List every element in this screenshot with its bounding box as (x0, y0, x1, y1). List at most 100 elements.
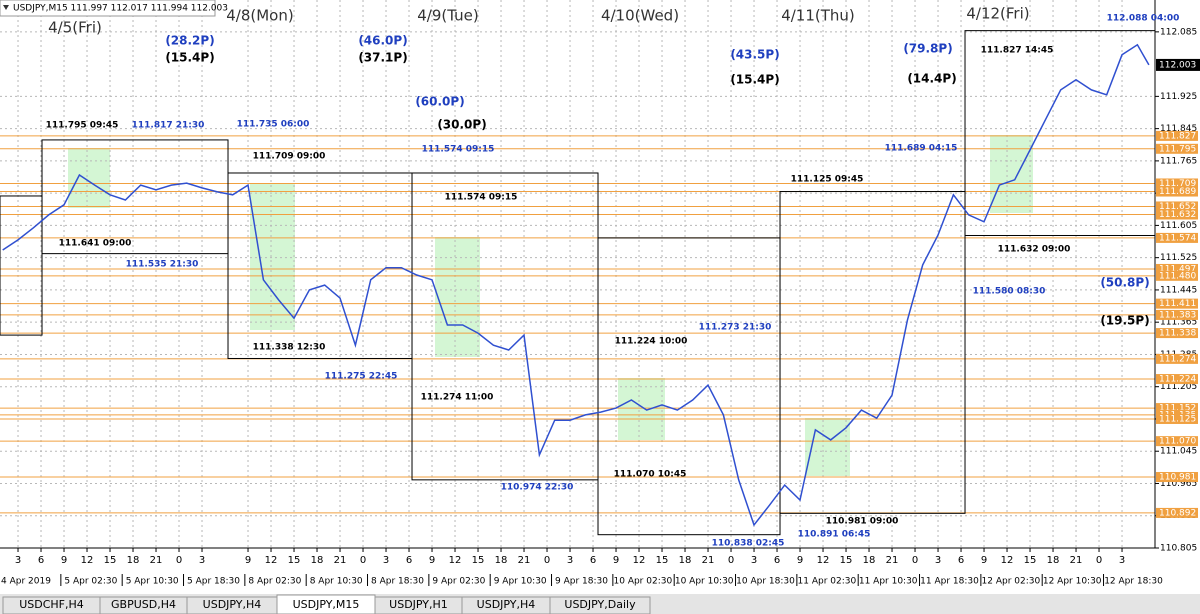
annotation: 112.088 04:00 (1107, 14, 1180, 24)
level-label: 111.125 (1159, 414, 1196, 424)
day-range-box (0, 195, 43, 336)
level-label: 111.497 (1159, 264, 1196, 274)
x-tick-label: 0 (1096, 555, 1102, 566)
level-label-box (1156, 436, 1198, 447)
x-tick-label: 3 (199, 555, 205, 566)
session-box (618, 378, 665, 440)
date-tick-label: 9 Apr 02:30 (432, 577, 485, 587)
y-tick-label: 111.205 (1160, 382, 1197, 392)
x-tick-label: 12 (633, 555, 646, 566)
annotation: 111.827 14:45 (981, 46, 1054, 56)
annotation: 111.070 10:45 (614, 470, 687, 480)
x-tick-label: 12 (449, 555, 462, 566)
x-tick-label: 12 (1001, 555, 1014, 566)
tab-label[interactable]: USDJPY,M15 (293, 598, 360, 611)
x-tick-label: 15 (840, 555, 853, 566)
level-label-box (1156, 201, 1198, 212)
x-tick-label: 3 (383, 555, 389, 566)
annotation: 111.641 09:00 (59, 239, 132, 249)
tab-label[interactable]: USDJPY,H1 (389, 598, 448, 611)
annotation: 111.535 21:30 (126, 260, 199, 270)
title-box: USDJPY,M15 111.997 112.017 111.994 112.0… (0, 0, 228, 17)
title-frame (0, 0, 216, 17)
annotation: 111.689 04:15 (885, 144, 958, 154)
date-tick-label: 11 Apr 18:30 (920, 577, 979, 587)
annotation: 111.795 09:45 (46, 121, 119, 131)
x-tick-label: 21 (1070, 555, 1083, 566)
tab-label[interactable]: USDJPY,H4 (477, 598, 536, 611)
tab-label[interactable]: USDJPY,H4 (203, 598, 262, 611)
level-label-box (1156, 353, 1198, 364)
annotation: (37.1P) (358, 51, 407, 65)
date-tick-label: 10 Apr 02:30 (614, 577, 673, 587)
day-range-box (779, 191, 966, 514)
y-tick-label: 111.605 (1160, 221, 1197, 231)
annotation: (15.4P) (165, 51, 214, 65)
date-tick-label: 10 Apr 10:30 (675, 577, 734, 587)
annotation: (28.2P) (165, 34, 214, 48)
x-tick-label: 18 (127, 555, 140, 566)
level-label: 111.480 (1159, 271, 1196, 281)
annotation: (79.8P) (903, 42, 952, 56)
level-label-box (1156, 186, 1198, 197)
level-label-box (1156, 403, 1198, 414)
y-tick-label: 111.845 (1160, 124, 1197, 134)
session-box (68, 148, 110, 208)
date-tick-label: 9 Apr 10:30 (494, 577, 547, 587)
x-tick-label: 3 (15, 555, 21, 566)
session-box (250, 183, 295, 330)
x-tick-label: 0 (360, 555, 366, 566)
annotation: 4/12(Fri) (966, 5, 1029, 23)
date-tick-label: 8 Apr 18:30 (371, 577, 424, 587)
level-label-box (1156, 143, 1198, 154)
x-tick-label: 18 (863, 555, 876, 566)
tab-label[interactable]: USDCHF,H4 (19, 598, 84, 611)
x-tick-label: 6 (38, 555, 44, 566)
session-highlights (68, 135, 1033, 476)
level-label: 111.411 (1159, 299, 1196, 309)
annotation: 111.338 12:30 (253, 343, 326, 353)
level-label: 111.632 (1159, 210, 1196, 220)
level-label: 111.709 (1159, 179, 1196, 189)
tab-label[interactable]: USDJPY,Daily (564, 598, 636, 611)
x-tick-label: 9 (245, 555, 251, 566)
annotation: 4/5(Fri) (48, 19, 102, 37)
x-tick-label: 9 (981, 555, 987, 566)
x-tick-label: 21 (886, 555, 899, 566)
tab[interactable] (549, 596, 651, 614)
session-box (990, 135, 1033, 213)
date-tick-label: 12 Apr 10:30 (1043, 577, 1102, 587)
x-tick-label: 12 (817, 555, 830, 566)
x-tick-label: 21 (518, 555, 531, 566)
level-label-box (1156, 270, 1198, 281)
date-tick-label: 5 Apr 18:30 (187, 577, 240, 587)
x-tick-label: 6 (958, 555, 964, 566)
annotation: (19.5P) (1100, 314, 1149, 328)
x-tick-label: 0 (912, 555, 918, 566)
x-tick-label: 15 (104, 555, 117, 566)
x-tick-label: 0 (728, 555, 734, 566)
x-tick-label: 0 (544, 555, 550, 566)
annotation: 110.981 09:00 (826, 517, 899, 527)
level-label: 111.338 (1159, 329, 1196, 339)
date-tick-label: 5 Apr 10:30 (126, 577, 179, 587)
tab-label[interactable]: GBPUSD,H4 (111, 598, 176, 611)
date-tick-label: 4 Apr 2019 (1, 577, 51, 587)
x-tick-label: 15 (1024, 555, 1037, 566)
annotation: 110.838 02:45 (712, 539, 785, 549)
x-tick-label: 9 (613, 555, 619, 566)
annotation: 111.125 09:45 (791, 175, 864, 185)
x-tick-label: 21 (334, 555, 347, 566)
level-label: 111.383 (1159, 310, 1196, 320)
annotation: 111.224 10:00 (615, 337, 688, 347)
annotation: (60.0P) (415, 95, 464, 109)
price-line (2, 43, 1150, 527)
session-box (805, 418, 850, 476)
level-label: 110.981 (1159, 473, 1196, 483)
x-tick-label: 18 (1047, 555, 1060, 566)
x-tick-label: 3 (751, 555, 757, 566)
y-tick-label: 110.965 (1160, 479, 1197, 489)
level-label: 111.574 (1159, 233, 1196, 243)
x-tick-label: 12 (81, 555, 94, 566)
x-tick-label: 15 (288, 555, 301, 566)
